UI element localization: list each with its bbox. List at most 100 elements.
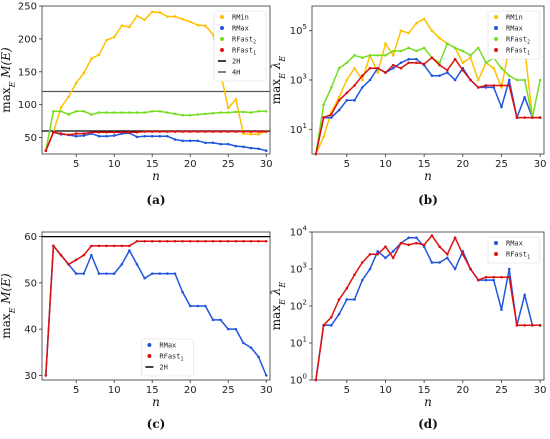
data-point-rmax bbox=[181, 139, 184, 143]
data-point-rfast1 bbox=[257, 239, 260, 243]
y-tick-label: 104 bbox=[290, 225, 308, 239]
data-point-rmin bbox=[181, 17, 184, 21]
data-point-rmin bbox=[438, 36, 441, 40]
y-tick-label: 101 bbox=[290, 336, 307, 350]
legend-marker bbox=[220, 26, 224, 30]
data-point-rmax bbox=[430, 74, 434, 77]
legend-box bbox=[487, 236, 541, 264]
data-point-rmax bbox=[330, 324, 333, 327]
data-point-rfast1 bbox=[150, 239, 154, 243]
data-point-rfast1 bbox=[257, 130, 260, 133]
data-point-rmax bbox=[196, 304, 200, 308]
data-point-rfast1 bbox=[166, 130, 169, 133]
data-point-rfast2 bbox=[353, 54, 356, 57]
x-tick-label: 20 bbox=[456, 385, 469, 396]
panel-caption: (c) bbox=[147, 417, 166, 431]
data-point-rmax bbox=[446, 256, 449, 260]
data-point-rmax bbox=[211, 141, 215, 145]
data-point-rfast2 bbox=[97, 111, 101, 114]
data-point-rmin bbox=[345, 78, 349, 82]
series-line-rmax bbox=[315, 58, 541, 155]
data-point-rfast1 bbox=[531, 116, 534, 119]
y-tick-label: 101 bbox=[290, 122, 307, 136]
panel-caption: (b) bbox=[418, 193, 438, 207]
data-point-rmax bbox=[500, 105, 503, 109]
data-point-rfast2 bbox=[82, 109, 86, 113]
data-point-rfast1 bbox=[469, 267, 472, 271]
data-point-rfast1 bbox=[234, 239, 238, 243]
data-point-rfast1 bbox=[128, 244, 131, 248]
data-point-rfast1 bbox=[484, 84, 488, 87]
data-point-rfast1 bbox=[368, 66, 372, 70]
x-tick-label: 30 bbox=[260, 159, 273, 170]
data-point-rmax bbox=[453, 267, 457, 271]
data-point-rfast2 bbox=[337, 66, 341, 70]
data-point-rfast2 bbox=[128, 111, 131, 114]
data-point-rfast1 bbox=[105, 130, 108, 134]
data-point-rfast1 bbox=[143, 239, 146, 243]
data-point-rfast2 bbox=[249, 111, 253, 114]
y-tick-label: 50 bbox=[24, 278, 37, 289]
data-point-rmax bbox=[97, 272, 101, 275]
x-tick-label: 25 bbox=[222, 159, 235, 170]
data-point-rmax bbox=[219, 318, 222, 322]
legend-label: RFast1 bbox=[506, 251, 530, 261]
data-point-rfast1 bbox=[90, 244, 93, 248]
data-point-rmax bbox=[264, 374, 268, 377]
data-point-rmin bbox=[384, 42, 387, 45]
data-point-rmax bbox=[226, 142, 230, 146]
data-point-rmax bbox=[337, 312, 341, 316]
data-point-rmax bbox=[353, 99, 356, 102]
data-point-rmin bbox=[135, 14, 139, 18]
data-point-rmin bbox=[500, 86, 503, 89]
data-point-rfast1 bbox=[181, 130, 184, 133]
data-point-rfast1 bbox=[422, 62, 426, 66]
data-point-rfast1 bbox=[523, 116, 526, 119]
data-point-rfast1 bbox=[264, 130, 268, 133]
data-point-rfast1 bbox=[407, 61, 410, 65]
y-tick-label: 30 bbox=[24, 371, 37, 382]
data-point-rmin bbox=[173, 15, 177, 18]
series-line-rfast2 bbox=[315, 42, 541, 155]
data-point-rfast1 bbox=[538, 116, 542, 119]
data-point-rfast2 bbox=[173, 112, 177, 116]
legend-label: 2H bbox=[232, 58, 240, 66]
data-point-rfast1 bbox=[128, 130, 131, 134]
data-point-rfast1 bbox=[74, 132, 78, 135]
data-point-rfast1 bbox=[249, 130, 253, 133]
data-point-rfast2 bbox=[150, 109, 154, 113]
data-point-rfast1 bbox=[188, 239, 192, 243]
data-point-rfast1 bbox=[264, 239, 268, 243]
data-point-rfast1 bbox=[181, 239, 184, 243]
x-tick-label: 10 bbox=[108, 159, 121, 170]
data-point-rfast1 bbox=[492, 84, 496, 87]
data-point-rmin bbox=[469, 56, 472, 60]
data-point-rmax bbox=[219, 142, 222, 146]
data-point-rfast1 bbox=[407, 243, 410, 247]
data-point-rmax bbox=[446, 71, 449, 74]
data-point-rmax bbox=[105, 134, 108, 138]
data-point-rmax bbox=[120, 263, 124, 266]
data-point-rmax bbox=[376, 250, 380, 253]
data-point-rfast2 bbox=[234, 110, 238, 114]
data-point-rmax bbox=[438, 74, 441, 77]
data-point-rfast2 bbox=[391, 49, 395, 53]
legend-label: RFast1 bbox=[506, 47, 530, 57]
legend-marker bbox=[494, 26, 498, 30]
data-point-rmax bbox=[492, 86, 496, 89]
data-point-rmin bbox=[376, 71, 380, 74]
data-point-rmax bbox=[399, 61, 403, 65]
y-axis-label: maxE M(E) bbox=[0, 47, 17, 113]
data-point-rfast1 bbox=[90, 130, 93, 134]
data-point-rfast1 bbox=[67, 133, 70, 137]
data-point-rmax bbox=[415, 236, 418, 240]
data-point-rfast1 bbox=[337, 99, 341, 102]
legend-box bbox=[141, 338, 194, 377]
data-point-rmax bbox=[188, 304, 192, 308]
data-point-rfast2 bbox=[67, 113, 70, 116]
series-line-rmin bbox=[315, 18, 541, 155]
data-point-rmin bbox=[150, 10, 154, 14]
data-point-rfast1 bbox=[353, 84, 356, 87]
